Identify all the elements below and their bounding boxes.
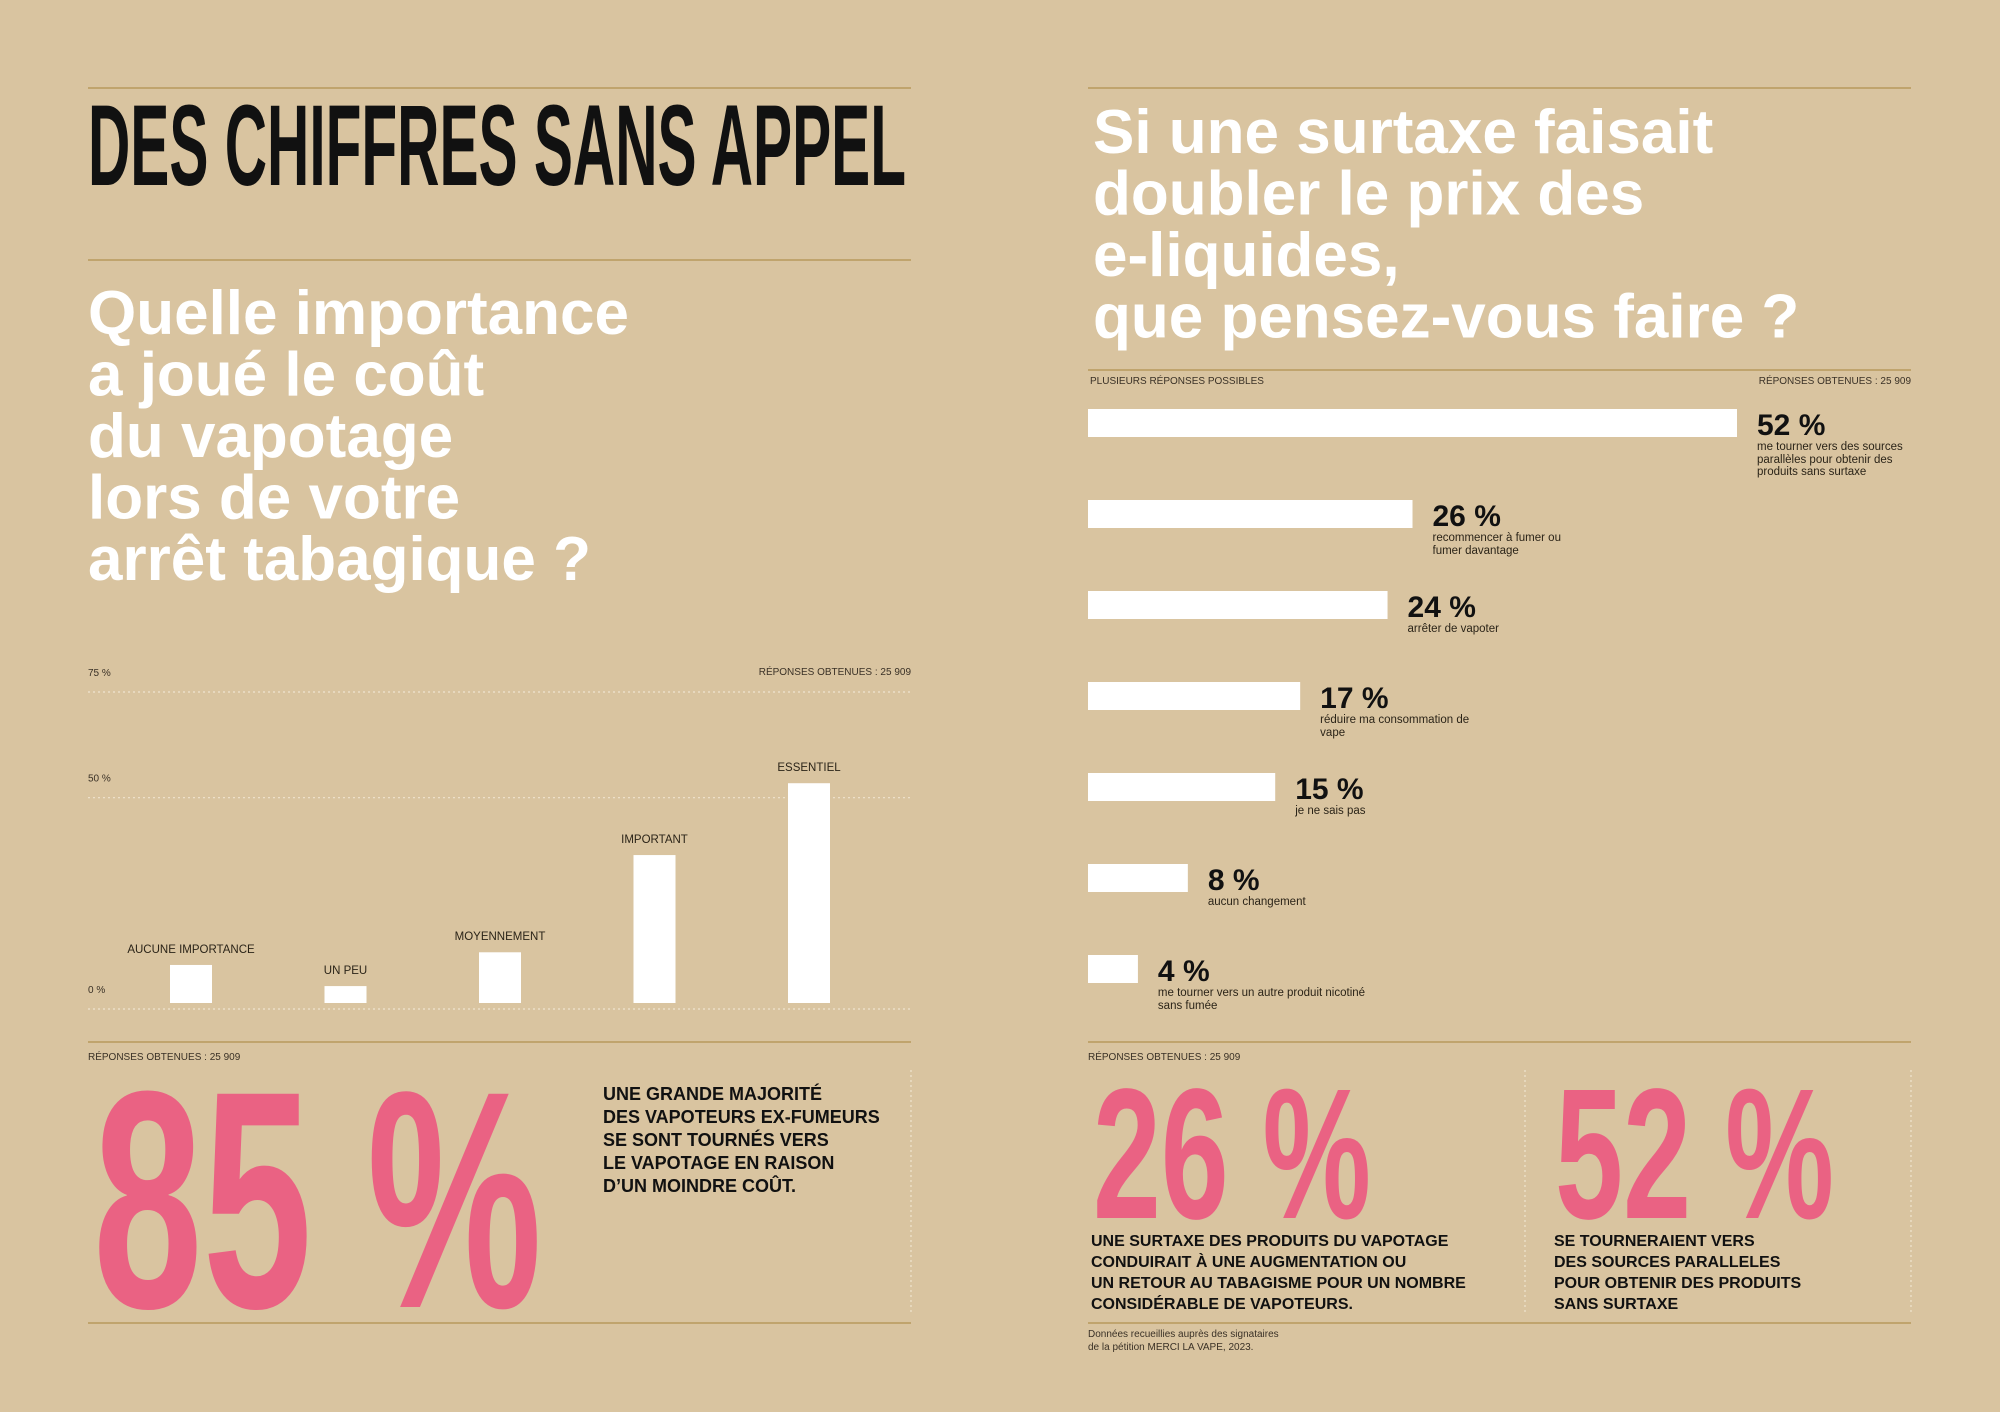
stat-text: CONDUIRAIT À UNE AUGMENTATION OU — [1091, 1252, 1406, 1271]
value-label: 52 % — [1757, 409, 1825, 442]
stat-value: 26 % — [1093, 1051, 1371, 1258]
stat-text: POUR OBTENIR DES PRODUITS — [1554, 1275, 1801, 1292]
chart-title: e-liquides, — [1093, 221, 1400, 290]
chart-title: lors de votre — [88, 464, 460, 533]
stat-text: LE VAPOTAGE EN RAISON — [603, 1153, 834, 1173]
hbar — [1088, 864, 1188, 892]
stat-text: DES VAPOTEURS EX-FUMEURS — [603, 1107, 880, 1127]
hbar — [1088, 955, 1138, 983]
bar — [479, 952, 521, 1003]
hbar — [1088, 500, 1413, 528]
stat-value: 85 % — [93, 1026, 542, 1373]
x-tick-label: IMPORTANT — [621, 833, 688, 846]
value-label: 26 % — [1433, 500, 1501, 533]
x-tick-label-box: IMPORTANT — [621, 833, 688, 846]
value-label: 8 % — [1208, 864, 1260, 897]
chart-title: a joué le coût — [88, 341, 484, 410]
bar — [788, 783, 830, 1003]
y-tick-label: 0 % — [88, 985, 105, 996]
source: Données recueillies auprès des signatair… — [1088, 1329, 1279, 1340]
y-tick-label: 75 % — [88, 668, 111, 679]
value-label: 4 % — [1158, 955, 1210, 988]
chart-title: arrêt tabagique ? — [88, 525, 591, 594]
stat-text: DES SOURCES PARALLELES — [1554, 1254, 1781, 1271]
category-label: me tourner vers des sources parallèles p… — [1757, 441, 1903, 479]
value-label: 24 % — [1408, 591, 1476, 624]
stat-text: UN RETOUR AU TABAGISME POUR UN NOMBRE — [1091, 1275, 1466, 1292]
category-label: arrêter de vapoter — [1407, 623, 1499, 635]
value-label: 17 % — [1320, 682, 1388, 715]
bar — [324, 986, 367, 1003]
y-tick-label: 50 % — [88, 774, 111, 785]
x-tick-label: ESSENTIEL — [777, 761, 841, 774]
stat-text: CONSIDÉRABLE DE VAPOTEURS. — [1091, 1294, 1353, 1313]
chart-title: que pensez-vous faire ? — [1093, 283, 1799, 352]
category-label-box: arrêter de vapoter — [1407, 623, 1499, 635]
category-label-box: me tourner vers un autre produit nicotin… — [1157, 987, 1366, 1012]
x-tick-label: AUCUNE IMPORTANCE — [127, 943, 255, 956]
stat-text: SANS SURTAXE — [1554, 1296, 1678, 1313]
chart-title: Si une surtaxe faisait — [1093, 98, 1713, 167]
hbar — [1088, 682, 1301, 710]
stat-note: RÉPONSES OBTENUES : 25 909 — [88, 1050, 241, 1063]
chart-title: du vapotage — [88, 402, 453, 471]
stat-text: UNE GRANDE MAJORITÉ — [603, 1083, 822, 1104]
bar — [170, 964, 212, 1003]
stat-text: SE SONT TOURNÉS VERS — [603, 1129, 829, 1150]
stat-value: 52 % — [1555, 1051, 1834, 1258]
category-label: me tourner vers un autre produit nicotin… — [1157, 987, 1366, 1012]
value-label: 15 % — [1295, 773, 1363, 806]
page-title: DES CHIFFRES SANS APPEL — [88, 82, 906, 210]
category-label-box: je ne sais pas — [1295, 805, 1366, 817]
category-label: je ne sais pas — [1295, 805, 1366, 817]
category-label-box: aucun changement — [1207, 896, 1306, 908]
stat-text: SE TOURNERAIENT VERS — [1554, 1233, 1755, 1250]
category-label-box: recommencer à fumer ou fumer davantage — [1432, 532, 1561, 557]
bar — [633, 855, 676, 1003]
category-label: recommencer à fumer ou fumer davantage — [1432, 532, 1561, 557]
chart-title: doubler le prix des — [1093, 160, 1644, 229]
stat-text: UNE SURTAXE DES PRODUITS DU VAPOTAGE — [1091, 1233, 1449, 1250]
chart-subtitle: PLUSIEURS RÉPONSES POSSIBLES — [1090, 374, 1264, 387]
x-tick-label-box: MOYENNEMENT — [454, 931, 546, 944]
category-label: réduire ma consommation de vape — [1320, 714, 1470, 739]
x-tick-label-box: UN PEU — [323, 964, 368, 977]
x-tick-label: MOYENNEMENT — [454, 931, 546, 944]
hbar — [1088, 409, 1737, 437]
hbar — [1088, 591, 1388, 619]
source: de la pétition MERCI LA VAPE, 2023. — [1088, 1342, 1253, 1353]
x-tick-label-box: AUCUNE IMPORTANCE — [127, 943, 255, 956]
chart-title: Quelle importance — [88, 279, 629, 348]
x-tick-label: UN PEU — [323, 964, 368, 977]
stat-text: D’UN MOINDRE COÛT. — [603, 1175, 796, 1196]
x-tick-label-box: ESSENTIEL — [777, 761, 841, 774]
category-label-box: réduire ma consommation de vape — [1320, 714, 1470, 739]
stat-note: RÉPONSES OBTENUES : 25 909 — [1088, 1050, 1241, 1063]
chart-note: RÉPONSES OBTENUES : 25 909 — [759, 665, 912, 678]
chart-note: RÉPONSES OBTENUES : 25 909 — [1759, 374, 1912, 387]
category-label: aucun changement — [1207, 896, 1306, 908]
hbar — [1088, 773, 1276, 801]
category-label-box: me tourner vers des sources parallèles p… — [1757, 441, 1903, 479]
